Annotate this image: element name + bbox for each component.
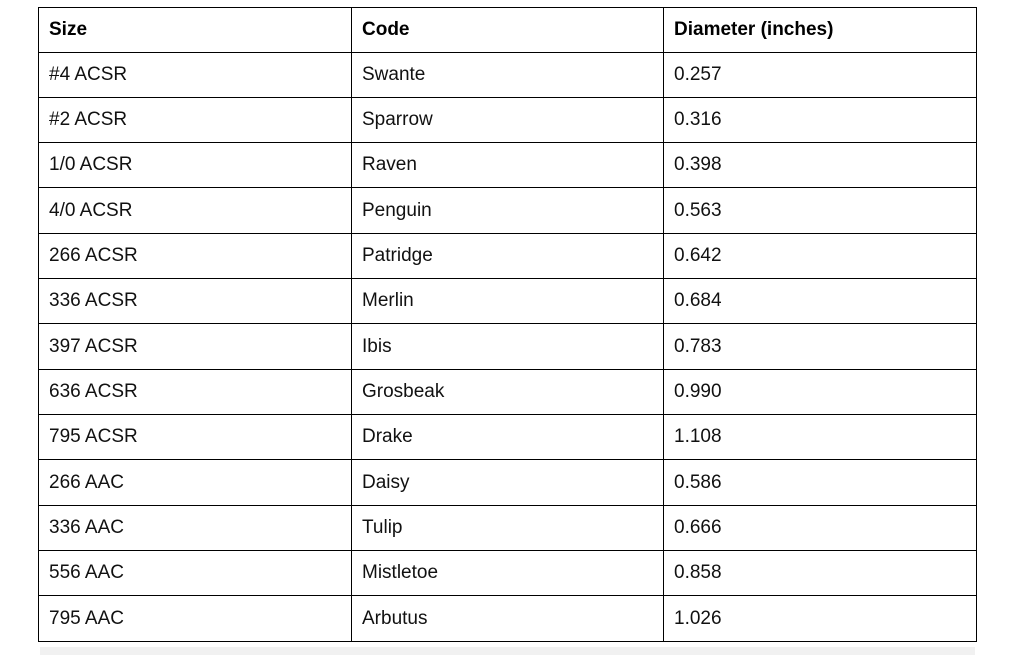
table-row: 795 AAC Arbutus 1.026: [38, 595, 977, 642]
table-row: 795 ACSR Drake 1.108: [38, 414, 977, 460]
cell-size: 336 AAC: [38, 505, 352, 551]
table-row: 266 ACSR Patridge 0.642: [38, 233, 977, 279]
cell-size: 795 ACSR: [38, 414, 352, 460]
cell-code: Swante: [351, 52, 664, 98]
table-row: 636 ACSR Grosbeak 0.990: [38, 369, 977, 415]
table-row: 336 ACSR Merlin 0.684: [38, 278, 977, 324]
cell-diameter: 0.563: [663, 187, 977, 234]
cell-diameter: 0.990: [663, 369, 977, 415]
cell-size: 266 ACSR: [38, 233, 352, 279]
cell-size: 795 AAC: [38, 595, 352, 642]
table-row: 556 AAC Mistletoe 0.858: [38, 550, 977, 596]
cell-diameter: 1.026: [663, 595, 977, 642]
cell-size: 556 AAC: [38, 550, 352, 596]
conductor-table: Size Code Diameter (inches) #4 ACSR Swan…: [38, 7, 977, 642]
cell-code: Raven: [351, 142, 664, 188]
header-size: Size: [38, 7, 352, 53]
cell-size: 4/0 ACSR: [38, 187, 352, 234]
cell-size: 336 ACSR: [38, 278, 352, 324]
cell-diameter: 0.642: [663, 233, 977, 279]
cell-size: 636 ACSR: [38, 369, 352, 415]
header-code: Code: [351, 7, 664, 53]
table-row: 4/0 ACSR Penguin 0.563: [38, 187, 977, 234]
cell-size: #2 ACSR: [38, 97, 352, 143]
header-row: Size Code Diameter (inches): [38, 7, 977, 53]
cell-code: Drake: [351, 414, 664, 460]
cell-code: Patridge: [351, 233, 664, 279]
cell-size: 1/0 ACSR: [38, 142, 352, 188]
table-row: 1/0 ACSR Raven 0.398: [38, 142, 977, 188]
cell-size: 266 AAC: [38, 459, 352, 506]
cell-code: Penguin: [351, 187, 664, 234]
cell-diameter: 0.398: [663, 142, 977, 188]
table-row: #4 ACSR Swante 0.257: [38, 52, 977, 98]
cell-diameter: 0.666: [663, 505, 977, 551]
cell-size: #4 ACSR: [38, 52, 352, 98]
cell-code: Arbutus: [351, 595, 664, 642]
table-row: 397 ACSR Ibis 0.783: [38, 323, 977, 370]
cell-diameter: 0.684: [663, 278, 977, 324]
cell-code: Sparrow: [351, 97, 664, 143]
cell-diameter: 0.586: [663, 459, 977, 506]
cell-diameter: 0.316: [663, 97, 977, 143]
cell-code: Merlin: [351, 278, 664, 324]
cell-size: 397 ACSR: [38, 323, 352, 370]
cell-code: Ibis: [351, 323, 664, 370]
table-row: 336 AAC Tulip 0.666: [38, 505, 977, 551]
cell-diameter: 1.108: [663, 414, 977, 460]
header-diameter: Diameter (inches): [663, 7, 977, 53]
table-row: 266 AAC Daisy 0.586: [38, 459, 977, 506]
table-row: #2 ACSR Sparrow 0.316: [38, 97, 977, 143]
cell-diameter: 0.257: [663, 52, 977, 98]
cell-code: Tulip: [351, 505, 664, 551]
page-bottom-divider: [40, 647, 975, 655]
cell-code: Mistletoe: [351, 550, 664, 596]
cell-code: Grosbeak: [351, 369, 664, 415]
cell-code: Daisy: [351, 459, 664, 506]
cell-diameter: 0.783: [663, 323, 977, 370]
cell-diameter: 0.858: [663, 550, 977, 596]
